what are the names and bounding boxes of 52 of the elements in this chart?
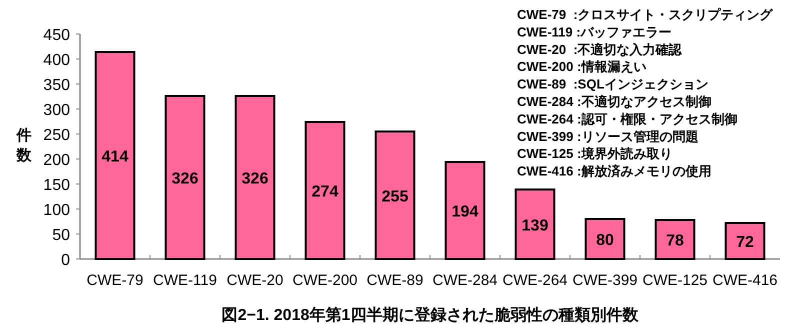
annotation: CWE-20 :不適切な入力確認 [517,42,683,57]
x-tick-label: CWE-264 [502,272,568,289]
annotation: CWE-416 :解放済みメモリの使用 [517,164,712,179]
data-label: 255 [382,188,408,206]
data-label: 78 [666,232,684,250]
x-tick-label: CWE-79 [86,272,144,289]
bar [654,219,696,260]
bar [164,95,206,260]
bar [234,95,276,260]
annotation: CWE-264 :認可・権限・アクセス制御 [517,111,738,126]
x-tick-label: CWE-416 [712,272,778,289]
x-tick-label: CWE-125 [642,272,708,289]
data-label: 326 [172,170,198,188]
x-tick-label: CWE-119 [153,272,217,289]
y-tick-label: 450 [43,27,70,44]
x-tick-label: CWE-20 [226,272,284,289]
bar [584,218,626,260]
data-label: 72 [736,234,754,251]
bar [374,130,416,260]
bar [724,222,766,260]
y-tick-label: 0 [61,252,70,269]
x-tick-label: CWE-284 [432,272,498,289]
data-label: 274 [312,184,338,200]
y-tick-label: 100 [43,202,70,219]
text: CWE-79 :クロスサイト・スクリプティング [517,7,774,22]
y-tick-label: 200 [43,152,70,169]
text: 図2−1. 2018年第1四半期に登録された脆弱性の種類別件数 [222,306,640,324]
bar [514,188,556,260]
annotation: CWE-284 :不適切なアクセス制御 [517,94,712,109]
x-tick-label: CWE-399 [572,272,638,289]
y-tick-label: 350 [43,77,70,94]
annotation: CWE-200 :情報漏えい [517,59,646,74]
bar [304,121,346,260]
data-label: 139 [522,217,548,234]
data-label: 414 [102,148,128,166]
y-tick-label: 400 [43,52,70,69]
annotation: CWE-399 :リソース管理の問題 [517,128,698,144]
y-tick-label: 250 [43,127,70,144]
bar [94,51,136,260]
annotation: CWE-119 :バッファエラー [517,24,672,40]
annotation: CWE-89 :SQLインジェクション [517,76,708,92]
y-tick-label: 50 [52,227,70,244]
y-axis-title: 件数 [16,127,32,164]
y-tick-label: 150 [43,177,70,194]
data-label: 80 [596,232,614,249]
y-tick-label: 300 [43,102,70,119]
data-label: 326 [242,170,268,188]
bar [444,161,486,260]
data-label: 194 [452,204,478,220]
annotation: CWE-125 :境界外読み取り [517,146,672,162]
x-tick-label: CWE-89 [366,272,424,289]
x-tick-label: CWE-200 [292,272,358,289]
